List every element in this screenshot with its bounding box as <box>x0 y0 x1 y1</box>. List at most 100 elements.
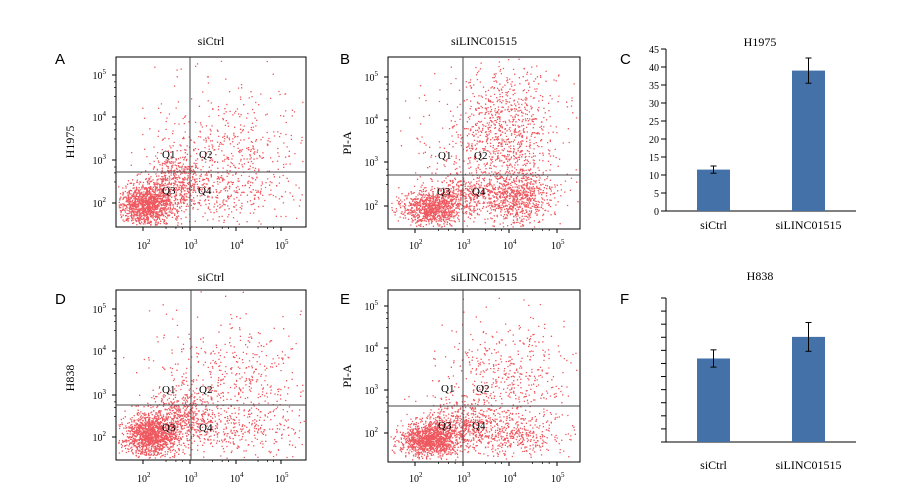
panel-e-ytick-label-1: 103 <box>365 383 379 397</box>
panel-b-ytick-label-1: 103 <box>365 155 379 169</box>
scatter-points <box>391 58 579 228</box>
panel-b-q1-label: Q1 <box>438 150 451 162</box>
scatter-points <box>118 60 304 226</box>
panel-e-q3-label: Q3 <box>438 420 452 432</box>
panel-c-bar-0 <box>697 169 730 211</box>
panel-f: F H838 siCtrl siLINC01515 <box>620 269 856 472</box>
panel-a-xtick-label-2: 104 <box>230 238 244 252</box>
panel-e-q2-label: Q2 <box>476 383 489 395</box>
panel-a-xtick-label-3: 105 <box>275 238 289 252</box>
panel-a-q4-label: Q4 <box>198 185 212 197</box>
panel-b-xtick-label-2: 104 <box>503 238 517 252</box>
panel-d-title: siCtrl <box>198 270 225 284</box>
panel-f-title: H838 <box>747 269 774 283</box>
panel-c-ytick-label: 30 <box>649 99 659 110</box>
panel-letter-c: C <box>620 51 631 68</box>
panel-a-xtick-label-0: 102 <box>137 238 151 252</box>
panel-a-ytick-label-3: 105 <box>93 68 107 82</box>
panel-e-q1-label: Q1 <box>441 383 454 395</box>
panel-c-ytick-label: 25 <box>649 117 659 128</box>
panel-e-plot-frame <box>387 289 581 463</box>
panel-e-scatter <box>390 297 578 461</box>
panel-f-category-label-0: siCtrl <box>700 458 727 472</box>
panel-c-ytick-label: 20 <box>649 135 659 146</box>
panel-a-q2-label: Q2 <box>199 149 212 161</box>
panel-a-ytick-label-2: 104 <box>93 110 107 124</box>
panel-d-ytick-label-1: 103 <box>93 388 107 402</box>
panel-letter-e: E <box>340 291 350 308</box>
panel-b-xtick-label-1: 103 <box>457 238 471 252</box>
panel-e-xtick-label-2: 104 <box>503 471 517 485</box>
panel-a-ytick-label-1: 103 <box>93 153 107 167</box>
panel-a-q3-label: Q3 <box>162 185 176 197</box>
panel-letter-d: D <box>55 291 66 308</box>
panel-c-ytick-label: 35 <box>649 81 659 92</box>
panel-b-q2-label: Q2 <box>474 150 487 162</box>
panel-f-bar-chart: siCtrl siLINC01515 <box>661 297 856 472</box>
panel-b-ylabel: PI-A <box>340 131 354 155</box>
panel-c-title: H1975 <box>744 35 777 49</box>
panel-b-title: siLINC01515 <box>451 34 517 48</box>
panel-f-bar-1 <box>792 336 825 442</box>
panel-d-plot-frame <box>115 289 307 461</box>
panel-d-xtick-label-3: 105 <box>275 471 289 485</box>
panel-d-q3-label: Q3 <box>162 422 176 434</box>
panel-a-ytick-label-0: 102 <box>93 196 107 210</box>
panel-e-xtick-label-1: 103 <box>457 471 471 485</box>
panel-e-ytick-label-2: 104 <box>365 341 379 355</box>
panel-b: B siLINC01515 PI-A Q1 Q2 Q3 Q4 102 103 104… <box>340 34 581 252</box>
panel-e-q4-label: Q4 <box>472 420 486 432</box>
panel-d-q2-label: Q2 <box>199 384 212 396</box>
panel-d-xtick-label-1: 103 <box>184 471 198 485</box>
panel-d-ytick-label-2: 104 <box>93 344 107 358</box>
panel-d: D siCtrl H838 Q1 Q2 Q3 Q4 102 103 104 105 10… <box>55 270 307 485</box>
panel-c-ytick-label: 0 <box>654 207 659 218</box>
panel-b-q4-label: Q4 <box>472 186 486 198</box>
panel-b-ytick-label-3: 105 <box>365 70 379 84</box>
panel-f-bar-0 <box>697 358 730 442</box>
panel-b-xtick-label-3: 105 <box>551 238 565 252</box>
panel-d-q4-label: Q4 <box>199 422 213 434</box>
panel-b-ytick-label-0: 102 <box>365 199 379 213</box>
panel-a-title: siCtrl <box>198 34 225 48</box>
panel-e: E siLINC01515 PI-A Q1 Q2 Q3 Q4 102 103 104… <box>340 270 581 485</box>
panel-d-xtick-label-2: 104 <box>230 471 244 485</box>
panel-b-xtick-label-0: 102 <box>409 238 423 252</box>
panel-b-ytick-label-2: 104 <box>365 113 379 127</box>
panel-c-ytick-label: 15 <box>649 153 659 164</box>
panel-a-xtick-label-1: 103 <box>184 238 198 252</box>
panel-letter-a: A <box>55 51 65 68</box>
panel-d-ytick-label-0: 102 <box>93 430 107 444</box>
panel-d-ytick-label-3: 105 <box>93 302 107 316</box>
panel-e-xtick-label-3: 105 <box>551 471 565 485</box>
panel-a: A siCtrl H1975 Q1 Q2 Q3 Q4 102 103 104 105 1… <box>55 34 307 252</box>
panel-c-ytick-label: 5 <box>654 189 659 200</box>
panel-c-category-label-0: siCtrl <box>700 218 727 232</box>
panel-e-ytick-label-0: 102 <box>365 426 379 440</box>
panel-b-scatter <box>391 58 579 228</box>
panel-b-q3-label: Q3 <box>437 186 451 198</box>
panel-c-category-label-1: siLINC01515 <box>776 218 842 232</box>
panel-e-ylabel: PI-A <box>340 364 354 388</box>
panel-a-plot-frame <box>115 56 307 228</box>
panel-c-bar-chart: 0 5 10 15 20 25 30 35 40 45 siCtrl siLINC01515 <box>649 45 856 232</box>
panel-d-xtick-label-0: 102 <box>137 471 151 485</box>
panel-c-bar-1 <box>792 70 825 211</box>
panel-letter-f: F <box>620 291 629 308</box>
panel-a-q1-label: Q1 <box>162 149 175 161</box>
panel-c-ytick-label: 10 <box>649 171 659 182</box>
panel-a-ylabel: H1975 <box>63 126 77 159</box>
panel-c-ytick-label: 45 <box>649 45 659 56</box>
panel-a-scatter <box>118 60 304 226</box>
panel-d-q1-label: Q1 <box>162 384 175 396</box>
panel-e-xtick-label-0: 102 <box>409 471 423 485</box>
panel-b-plot-frame <box>387 56 581 230</box>
panel-e-ytick-label-3: 105 <box>365 299 379 313</box>
panel-f-category-label-1: siLINC01515 <box>776 458 842 472</box>
panel-e-title: siLINC01515 <box>451 270 517 284</box>
scatter-points <box>118 291 305 459</box>
panel-letter-b: B <box>340 51 350 68</box>
scatter-points <box>390 297 578 461</box>
panel-d-ylabel: H838 <box>63 365 77 392</box>
